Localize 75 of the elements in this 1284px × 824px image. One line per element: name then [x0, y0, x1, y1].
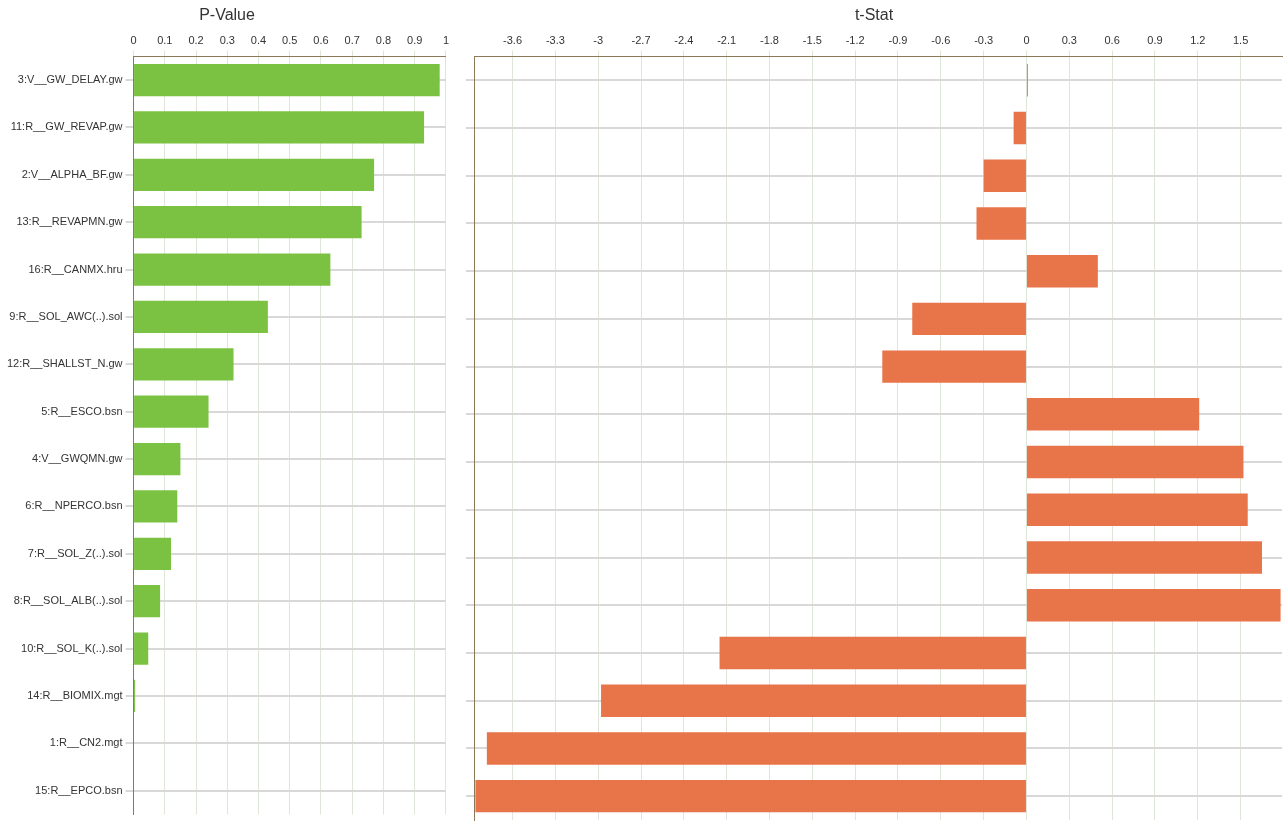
bar: [134, 348, 234, 381]
x-tick-label: 0: [1023, 33, 1030, 46]
y-tick-label: 4:V__GWQMN.gw: [32, 452, 123, 465]
bar: [912, 302, 1026, 336]
x-tick-label: 1.5: [1232, 33, 1249, 46]
y-tick-label: 12:R__SHALLST_N.gw: [7, 357, 123, 370]
bar: [1026, 445, 1244, 479]
y-tick-label: 10:R__SOL_K(..).sol: [21, 641, 123, 654]
x-tick-label: -0.6: [931, 33, 951, 46]
bar: [134, 585, 161, 618]
y-tick-label: 2:V__ALPHA_BF.gw: [21, 167, 123, 180]
bar: [134, 632, 149, 665]
bar: [134, 111, 425, 144]
bar: [134, 63, 440, 97]
y-tick-label: 6:R__NPERCO.bsn: [25, 499, 123, 512]
bar: [1026, 541, 1263, 574]
bar: [1026, 589, 1281, 622]
x-tick-label: 0.8: [375, 33, 392, 46]
bar: [475, 779, 1026, 813]
bar: [1013, 111, 1026, 145]
x-tick-label: 0.1: [157, 33, 173, 46]
bar: [976, 207, 1026, 240]
y-tick-label: 3:V__GW_DELAY.gw: [17, 73, 123, 86]
x-tick-label: -1.8: [760, 33, 779, 46]
x-tick-label: 0: [130, 33, 137, 46]
x-tick-label: 0.4: [250, 33, 267, 46]
y-tick-label: 11:R__GW_REVAP.gw: [10, 120, 123, 133]
x-tick-label: -3.3: [545, 33, 565, 46]
x-tick-label: 0.7: [344, 33, 360, 46]
x-tick-label: -0.9: [888, 33, 908, 46]
bar: [719, 636, 1026, 670]
x-tick-label: 1: [442, 33, 449, 46]
y-tick-label: 9:R__SOL_AWC(..).sol: [9, 309, 123, 322]
bar: [882, 350, 1026, 383]
y-tick-label: 14:R__BIOMIX.mgt: [27, 688, 123, 701]
chart-title: P-Value: [199, 6, 255, 24]
y-tick-label: 5:R__ESCO.bsn: [41, 404, 123, 417]
y-tick-label: 7:R__SOL_Z(..).sol: [27, 546, 123, 559]
bar: [486, 732, 1026, 765]
bar: [983, 159, 1026, 192]
bar: [134, 490, 178, 523]
x-tick-label: -2.7: [631, 33, 651, 46]
bar: [134, 206, 362, 239]
bar: [601, 684, 1026, 717]
x-tick-label: -3: [593, 33, 604, 46]
y-tick-label: 15:R__EPCO.bsn: [35, 783, 123, 796]
x-tick-label: 1.2: [1190, 33, 1206, 46]
x-tick-label: 0.6: [313, 33, 329, 46]
bar: [1026, 493, 1248, 527]
bar: [1026, 398, 1200, 431]
x-tick-label: -2.1: [717, 33, 737, 46]
x-tick-label: -0.3: [974, 33, 994, 46]
y-tick-label: 8:R__SOL_ALB(..).sol: [13, 594, 123, 607]
x-tick-label: 0.3: [219, 33, 235, 46]
x-tick-label: -1.2: [845, 33, 865, 46]
x-tick-label: -3.6: [503, 33, 523, 46]
x-tick-label: 0.6: [1104, 33, 1120, 46]
x-tick-label: 0.2: [188, 33, 204, 46]
x-tick-label: -2.4: [674, 33, 694, 46]
x-tick-label: 0.5: [282, 33, 298, 46]
x-tick-label: 0.9: [407, 33, 423, 46]
bar: [1026, 254, 1098, 288]
bar: [134, 253, 331, 286]
chart-title: t-Stat: [854, 6, 894, 24]
bar: [134, 300, 268, 334]
x-tick-label: 0.3: [1061, 33, 1077, 46]
x-tick-label: 0.9: [1147, 33, 1163, 46]
y-tick-label: 1:R__CN2.mgt: [49, 736, 123, 749]
bar: [134, 442, 181, 476]
y-tick-label: 13:R__REVAPMN.gw: [16, 215, 123, 228]
bar: [134, 395, 209, 428]
bar: [134, 537, 172, 570]
bar: [134, 158, 375, 191]
x-tick-label: -1.5: [802, 33, 822, 46]
y-tick-label: 16:R__CANMX.hru: [28, 262, 123, 275]
